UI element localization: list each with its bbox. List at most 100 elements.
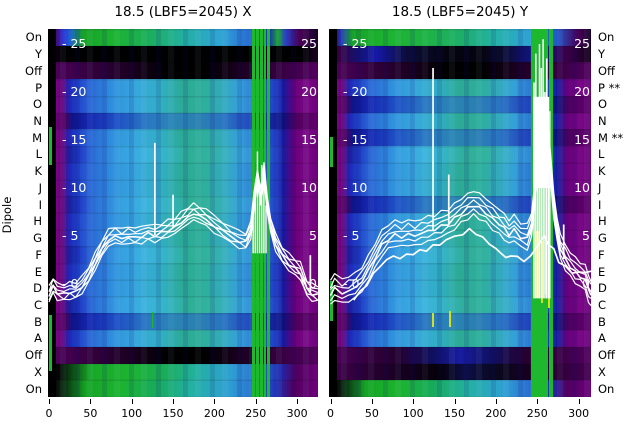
saturation-bar [256,151,259,254]
saturation-bar [252,209,254,254]
white-trace [330,114,591,302]
row-label-p: P ** [598,80,621,95]
inner-tick-label-right: 25 [574,36,590,51]
inner-tick-label-right: 20 [301,84,317,99]
inner-tick-label-right: 0 [582,276,590,291]
heatmap-row [48,95,318,114]
row-texture-overlay [48,29,318,397]
heatmap-row [329,313,591,331]
heatmap-row [48,162,318,181]
heatmap-row [48,146,318,164]
x-tick-label: 200 [485,407,507,420]
x-tick-label: 50 [364,407,379,420]
row-label-x: X [598,364,606,379]
row-label-b: B [598,314,606,329]
inner-tick-label-left: - 20 [343,84,368,99]
row-label-b: B [34,314,42,329]
row-label-on: On [25,30,42,45]
heatmap-row [329,380,591,397]
row-label-m: M ** [598,130,624,145]
heatmap-row [329,62,591,80]
vertical-stripe-green [263,29,266,397]
panel-title-x: 18.5 (LBF5=2045) X [114,4,252,20]
x-tick-label: 0 [45,407,53,420]
heatmap-row [329,213,591,231]
x-tick-label: 250 [245,407,267,420]
x-tick-label: 300 [568,407,590,420]
x-tick-label: 50 [83,407,98,420]
inner-tick-label-left: - 5 [343,228,360,243]
vertical-stripe-green [537,29,541,397]
heatmap-row [48,29,318,47]
vertical-stripe-green [551,29,554,397]
heatmap-row [48,79,318,97]
heatmap-row [48,279,318,298]
heatmap-row [48,246,318,264]
x-tick-mark [49,399,50,404]
row-label-off: Off [598,348,615,363]
row-label-g: G [33,231,42,246]
x-tick-label: 200 [203,407,225,420]
inner-tick-label-right: 10 [301,180,317,195]
inner-tick-label-left: - 20 [62,84,87,99]
edge-green-mark [330,281,333,321]
white-trace [329,111,591,296]
white-trace [48,180,318,303]
vertical-stripe-yellow [544,236,548,294]
x-tick-label: 100 [121,407,143,420]
heatmap-row [48,296,318,314]
x-tick-label: 250 [526,407,548,420]
saturation-bar [265,205,267,254]
heatmap-row [48,62,318,80]
heatmap-row [329,79,591,97]
row-label-h: H [33,214,42,229]
row-label-d: D [598,281,607,296]
inner-tick-label-left: - 25 [62,36,87,51]
x-tick-label: 150 [444,407,466,420]
row-label-c: C [598,298,607,312]
heatmap-panel-y: - 25 25 - 20 20 - 15 15 - 10 10 - 5 5 - 0 0 [329,29,591,397]
saturation-bar [549,111,551,299]
heatmap-row [329,363,591,381]
row-label-y: Y [598,47,606,62]
row-labels-left: On Y Off P O N M L K J I H G F E D C B A Off X On [0,0,42,440]
inner-tick-label-right: 5 [309,228,317,243]
x-tick-label: 150 [162,407,184,420]
row-label-i: I [598,197,602,212]
row-label-e: E [34,264,42,279]
inner-tick-label-right: 15 [301,132,317,147]
white-trace [330,107,591,293]
row-label-x: X [34,364,42,379]
x-tick-label: 300 [286,407,308,420]
column-texture-overlay [48,29,318,397]
row-label-k: K [598,164,606,179]
row-label-f: F [598,247,605,262]
trace-overlay [48,142,318,303]
row-label-n: N [33,114,42,128]
inner-tick-label-right: 25 [301,36,317,51]
heatmap-row [329,162,591,181]
vertical-stripe-yellow [448,310,451,328]
row-label-a: A [598,331,606,346]
row-label-off: Off [25,63,42,78]
x-tick-mark [371,399,373,404]
vertical-stripe-yellow [432,312,435,328]
x-tick-mark [297,399,299,404]
inner-tick-label-left: - 0 [343,276,360,291]
heatmap-row [329,95,591,114]
heatmap-row [48,346,318,365]
inner-tick-label-right: 10 [574,180,590,195]
row-label-p: P [35,80,42,95]
heatmap-row [329,45,591,64]
x-tick-label: 0 [327,407,334,420]
heatmap-row [48,196,318,214]
white-trace [48,174,318,301]
saturation-bar [544,92,546,299]
saturation-bar [258,189,261,254]
inner-tick-label-left: - 10 [62,180,87,195]
white-trace [330,121,591,306]
x-tick-mark [454,399,456,404]
heatmap-row [329,29,591,47]
heatmap-row [329,330,591,348]
row-label-off: Off [598,63,615,78]
